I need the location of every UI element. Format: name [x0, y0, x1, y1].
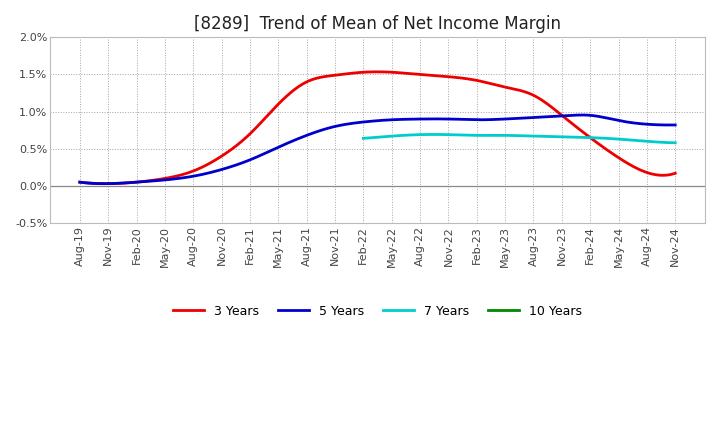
7 Years: [671, 140, 680, 146]
5 Years: [671, 122, 680, 128]
5 Years: [399, 117, 408, 122]
3 Years: [671, 171, 680, 176]
5 Years: [99, 181, 108, 186]
3 Years: [659, 172, 667, 178]
Title: [8289]  Trend of Mean of Net Income Margin: [8289] Trend of Mean of Net Income Margi…: [194, 15, 561, 33]
5 Years: [76, 180, 84, 185]
7 Years: [359, 136, 368, 141]
5 Years: [431, 116, 440, 121]
7 Years: [545, 134, 554, 139]
5 Years: [659, 122, 667, 128]
7 Years: [616, 136, 624, 142]
3 Years: [76, 180, 84, 185]
5 Years: [359, 119, 368, 125]
3 Years: [566, 119, 575, 125]
7 Years: [528, 133, 537, 139]
Line: 5 Years: 5 Years: [80, 115, 675, 183]
Line: 7 Years: 7 Years: [364, 135, 675, 143]
7 Years: [664, 140, 672, 145]
7 Years: [510, 133, 518, 138]
3 Years: [432, 73, 441, 78]
3 Years: [363, 70, 372, 75]
5 Years: [363, 119, 372, 124]
5 Years: [578, 112, 587, 117]
3 Years: [400, 70, 409, 76]
3 Years: [372, 69, 381, 74]
5 Years: [564, 113, 573, 118]
3 Years: [102, 181, 110, 186]
3 Years: [359, 70, 368, 75]
Line: 3 Years: 3 Years: [80, 72, 675, 183]
7 Years: [430, 132, 438, 137]
7 Years: [508, 133, 516, 138]
Legend: 3 Years, 5 Years, 7 Years, 10 Years: 3 Years, 5 Years, 7 Years, 10 Years: [168, 300, 588, 323]
